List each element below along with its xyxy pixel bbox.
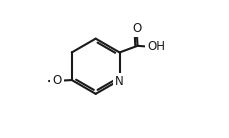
Text: O: O xyxy=(131,22,141,35)
Text: OH: OH xyxy=(147,40,165,53)
Text: N: N xyxy=(115,75,124,88)
Text: O: O xyxy=(52,74,62,87)
